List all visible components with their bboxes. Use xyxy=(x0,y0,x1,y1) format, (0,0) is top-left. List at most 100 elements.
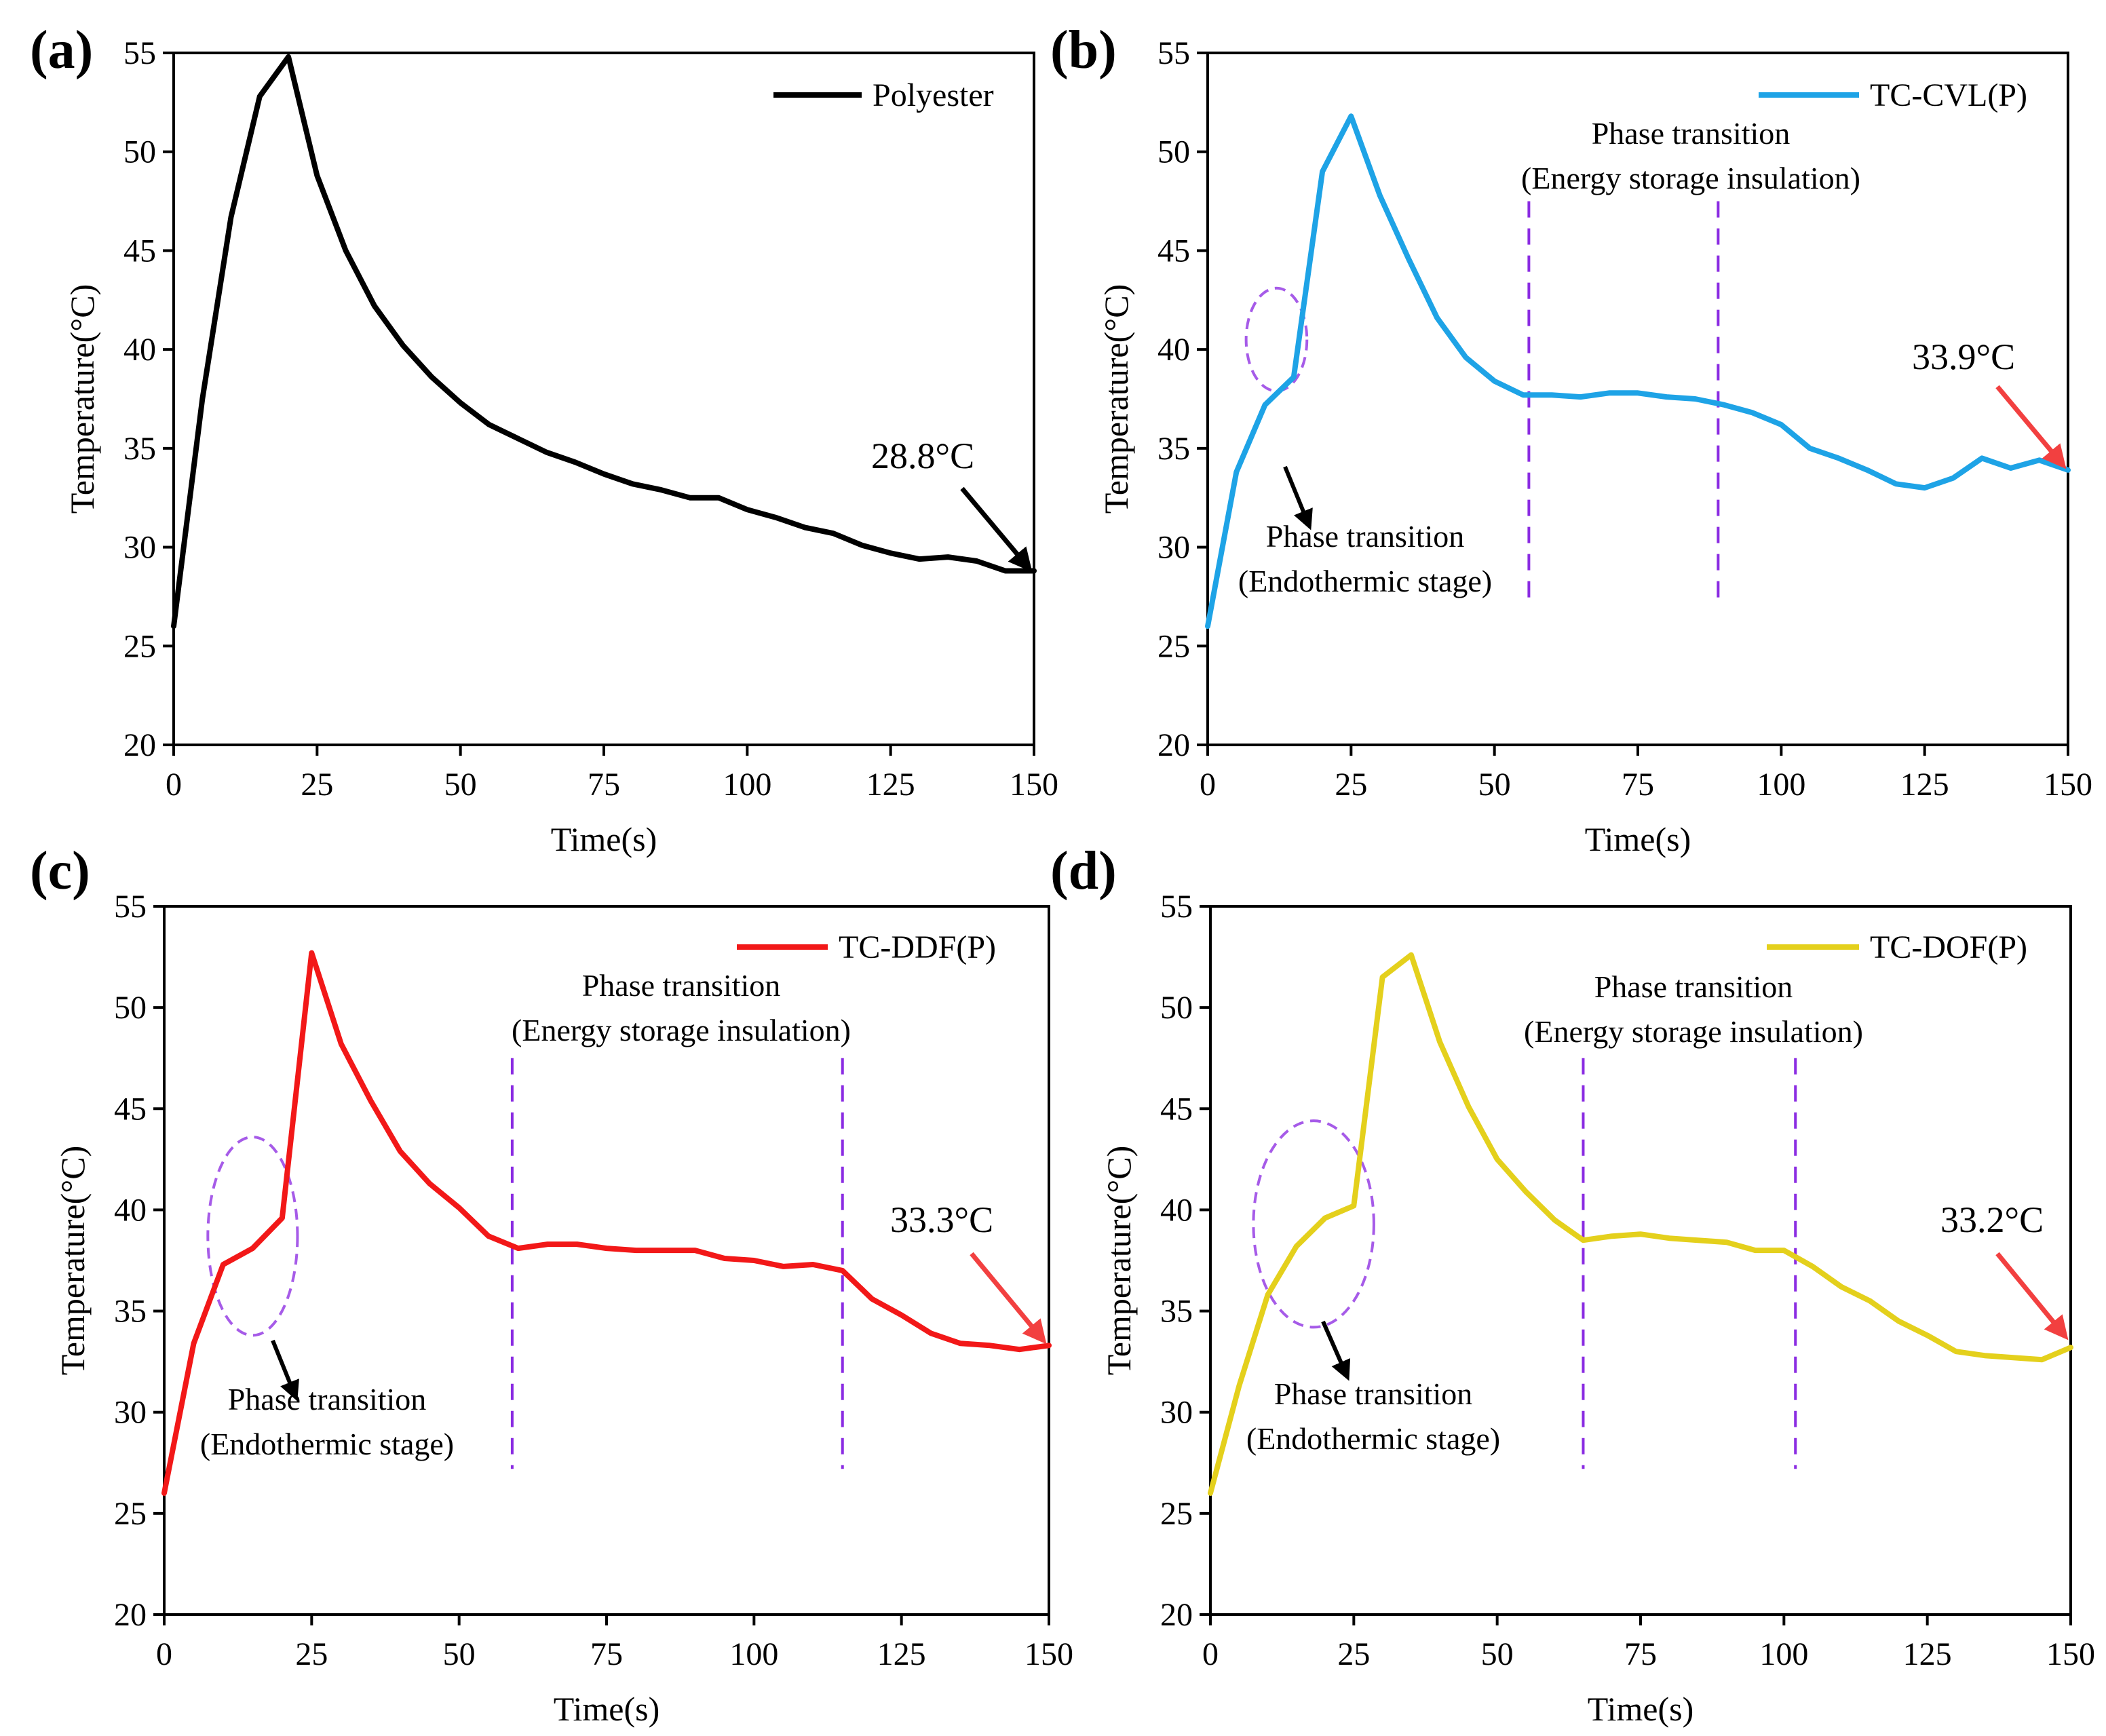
endothermic-ellipse xyxy=(1244,286,1309,393)
plot-frame xyxy=(172,52,1035,746)
y-tick-label: 40 xyxy=(1157,332,1190,368)
y-tick-label: 55 xyxy=(114,889,147,925)
y-tick-label: 25 xyxy=(1160,1496,1193,1532)
x-tick-label: 125 xyxy=(1900,767,1949,803)
endothermic-ellipse xyxy=(206,1136,299,1337)
y-axis-label: Temperature(°C) xyxy=(1100,1146,1138,1376)
annotation-text: (Endothermic stage) xyxy=(1246,1421,1500,1456)
y-tick-label: 30 xyxy=(1157,530,1190,566)
x-axis-label: Time(s) xyxy=(551,820,657,858)
x-tick-label: 25 xyxy=(301,767,333,803)
series-line xyxy=(161,950,1052,1496)
series-line xyxy=(1205,113,2071,630)
end-value-arrow xyxy=(970,1252,1047,1345)
endothermic-arrow xyxy=(1283,465,1313,531)
x-tick-label: 125 xyxy=(877,1636,926,1672)
x-tick-label: 150 xyxy=(2044,767,2092,803)
x-tick-label: 125 xyxy=(866,767,915,803)
y-tick-label: 50 xyxy=(1160,990,1193,1026)
x-tick-label: 50 xyxy=(444,767,477,803)
x-tick-label: 25 xyxy=(1335,767,1367,803)
annotation-text: (Endothermic stage) xyxy=(200,1427,454,1461)
x-tick-label: 150 xyxy=(2046,1636,2095,1672)
y-tick-label: 45 xyxy=(123,233,156,269)
end-value-arrow xyxy=(960,486,1033,573)
x-tick-label: 0 xyxy=(1200,767,1216,803)
annotation-text: (Energy storage insulation) xyxy=(1521,161,1860,195)
y-axis-label: Temperature(°C) xyxy=(63,284,101,514)
annotation-text: (Energy storage insulation) xyxy=(1524,1014,1863,1049)
x-tick-label: 25 xyxy=(1337,1636,1370,1672)
x-tick-label: 0 xyxy=(166,767,182,803)
y-tick-label: 30 xyxy=(114,1395,147,1431)
x-tick-label: 0 xyxy=(156,1636,172,1672)
annotation-text: (Energy storage insulation) xyxy=(512,1013,851,1047)
y-tick-label: 35 xyxy=(1160,1294,1193,1330)
y-tick-label: 50 xyxy=(114,990,147,1026)
y-tick-label: 20 xyxy=(114,1597,147,1633)
panel-label: (b) xyxy=(1050,20,1117,80)
y-axis-label: Temperature(°C) xyxy=(1097,284,1135,514)
annotation-text: Phase transition xyxy=(228,1382,427,1416)
annotation-text: Phase transition xyxy=(1274,1376,1473,1411)
y-tick-label: 25 xyxy=(1157,628,1190,664)
x-axis-label: Time(s) xyxy=(554,1690,660,1728)
x-tick-label: 150 xyxy=(1025,1636,1073,1672)
chart-panel-b: (b) 0 25 50 75 100 125 150 20 25 30 35 40 45 50 55 Time(… xyxy=(1050,20,2092,858)
x-tick-label: 100 xyxy=(723,767,771,803)
chart-panel-a: (a) 0 25 50 75 100 125 150 20 25 30 35 40 45 50 55 Time(… xyxy=(30,20,1058,858)
end-value-label: 33.9°C xyxy=(1912,336,2015,377)
y-tick-label: 50 xyxy=(123,134,156,170)
series-line xyxy=(171,54,1037,630)
y-tick-label: 45 xyxy=(1157,233,1190,269)
x-tick-label: 100 xyxy=(1759,1636,1808,1672)
y-tick-label: 40 xyxy=(114,1192,147,1228)
endothermic-arrow xyxy=(1321,1320,1351,1381)
annotation-text: Phase transition xyxy=(1266,519,1465,554)
x-axis-label: Time(s) xyxy=(1588,1690,1694,1728)
y-tick-label: 25 xyxy=(114,1496,147,1532)
x-tick-label: 0 xyxy=(1202,1636,1219,1672)
annotation-text: Phase transition xyxy=(1594,969,1793,1004)
y-tick-label: 30 xyxy=(1160,1395,1193,1431)
y-tick-label: 35 xyxy=(1157,431,1190,467)
y-axis-label: Temperature(°C) xyxy=(54,1146,92,1376)
y-tick-label: 20 xyxy=(1157,727,1190,763)
x-tick-label: 50 xyxy=(1478,767,1511,803)
x-axis-label: Time(s) xyxy=(1585,820,1691,858)
x-tick-label: 75 xyxy=(1622,767,1654,803)
annotation-text: Phase transition xyxy=(582,968,781,1003)
endothermic-arrow xyxy=(271,1339,299,1402)
x-tick-label: 100 xyxy=(729,1636,778,1672)
x-tick-label: 75 xyxy=(1624,1636,1657,1672)
panel-label: (a) xyxy=(30,20,93,80)
y-tick-label: 25 xyxy=(123,628,156,664)
x-tick-label: 75 xyxy=(588,767,620,803)
end-value-arrow xyxy=(1995,1252,2069,1340)
plot-frame xyxy=(1206,52,2069,746)
legend-label: Polyester xyxy=(873,77,994,113)
x-tick-label: 25 xyxy=(295,1636,328,1672)
end-value-arrow xyxy=(1995,385,2067,469)
y-tick-label: 35 xyxy=(114,1294,147,1330)
endothermic-ellipse xyxy=(1252,1119,1375,1329)
chart-panel-c: (c) 0 25 50 75 100 125 150 20 25 30 35 40 45 50 55 Time(… xyxy=(30,841,1073,1728)
y-tick-label: 55 xyxy=(123,35,156,71)
y-tick-label: 45 xyxy=(1160,1091,1193,1127)
legend-label: TC-DOF(P) xyxy=(1870,929,2027,965)
y-tick-label: 50 xyxy=(1157,134,1190,170)
y-tick-label: 35 xyxy=(123,431,156,467)
y-tick-label: 40 xyxy=(1160,1192,1193,1228)
legend-label: TC-CVL(P) xyxy=(1870,77,2027,113)
x-tick-label: 50 xyxy=(1481,1636,1514,1672)
y-tick-label: 40 xyxy=(123,332,156,368)
end-value-label: 33.2°C xyxy=(1940,1199,2044,1240)
annotation-text: Phase transition xyxy=(1592,116,1791,151)
y-tick-label: 55 xyxy=(1157,35,1190,71)
end-value-label: 28.8°C xyxy=(871,436,974,476)
y-tick-label: 45 xyxy=(114,1091,147,1127)
panel-label: (c) xyxy=(30,841,90,901)
legend-label: TC-DDF(P) xyxy=(839,929,996,965)
series-line xyxy=(1208,952,2073,1496)
